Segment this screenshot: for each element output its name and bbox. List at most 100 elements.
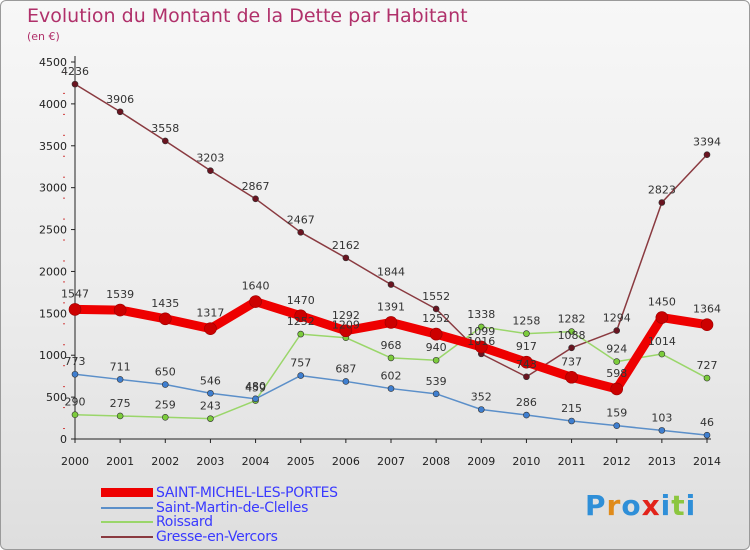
legend-swatch [101, 521, 153, 523]
series-point [113, 303, 127, 317]
series-point [655, 311, 669, 324]
data-label: 2467 [287, 213, 315, 226]
series-point [523, 330, 530, 337]
logo-letter: i [685, 489, 697, 522]
legend-label: Gresse-en-Vercors [156, 528, 278, 545]
legend-swatch [101, 535, 153, 538]
legend-swatch [101, 488, 153, 497]
series-point [568, 328, 575, 335]
series-point [252, 195, 259, 203]
proxiti-logo: Proxiti [585, 489, 696, 522]
logo-letter: P [585, 489, 607, 522]
series-point [71, 370, 79, 378]
data-label: 275 [110, 397, 131, 410]
series-point [161, 137, 169, 145]
data-label: 1099 [467, 325, 495, 338]
data-label: 286 [516, 396, 537, 409]
logo-letter: x [641, 489, 661, 522]
series-point [429, 327, 443, 341]
x-tick-label: 2007 [377, 455, 405, 468]
data-label: 1258 [512, 315, 540, 328]
data-label: 727 [697, 359, 718, 372]
data-label: 1338 [467, 308, 495, 321]
series-point [610, 382, 624, 396]
series-point [523, 373, 530, 381]
y-tick-label: 4000 [39, 98, 67, 111]
x-tick-label: 2002 [151, 455, 179, 468]
data-label: 3394 [693, 136, 721, 149]
series-point [116, 412, 124, 420]
data-label: 1539 [106, 288, 134, 301]
x-tick-label: 2005 [287, 455, 315, 468]
series-point [158, 312, 172, 326]
y-tick-label: 3500 [39, 140, 67, 153]
x-tick-label: 2001 [106, 455, 134, 468]
legend-item: Saint-Martin-de-Clelles [101, 500, 421, 517]
series-point [252, 395, 259, 403]
data-label: 1209 [332, 319, 360, 332]
data-label: 4236 [61, 65, 89, 78]
x-tick-label: 2011 [558, 455, 586, 468]
data-label: 2867 [242, 180, 270, 193]
series-point [297, 229, 305, 236]
series-point [71, 411, 79, 419]
x-tick-label: 2014 [693, 455, 721, 468]
data-label: 968 [381, 339, 402, 352]
series-point [207, 167, 214, 174]
series-point [68, 303, 82, 316]
series-point [387, 281, 395, 288]
series-point [658, 350, 666, 358]
series-point [658, 199, 666, 206]
data-label: 737 [561, 355, 582, 368]
data-label: 602 [381, 370, 402, 383]
series-point [432, 356, 440, 364]
series-point [387, 385, 395, 392]
series-point [703, 151, 711, 158]
legend-item: SAINT-MICHEL-LES-PORTES [101, 485, 421, 502]
data-label: 1292 [332, 309, 360, 322]
chart-title: Evolution du Montant de la Dette par Hab… [27, 5, 468, 27]
data-label: 259 [155, 398, 176, 411]
data-label: 1391 [377, 300, 405, 313]
data-label: 3906 [106, 93, 134, 106]
data-label: 1294 [603, 312, 631, 325]
series-point [384, 316, 398, 329]
series-point [658, 427, 666, 434]
series-point [703, 431, 711, 439]
data-label: 743 [516, 358, 537, 371]
data-label: 1252 [287, 315, 315, 328]
series-point [474, 340, 488, 354]
series-point [297, 330, 305, 338]
y-tick-label: 4500 [39, 56, 67, 69]
y-tick-label: 1500 [39, 307, 67, 320]
data-label: 290 [65, 396, 86, 409]
series-point [523, 411, 530, 419]
y-tick-label: 0 [60, 433, 67, 446]
series-point [387, 354, 395, 362]
series-point [207, 415, 214, 422]
data-label: 352 [471, 391, 492, 404]
data-label: 711 [110, 360, 131, 373]
data-label: 243 [200, 400, 221, 413]
logo-letter: r [606, 489, 622, 522]
x-tick-label: 2003 [196, 455, 224, 468]
series-point [116, 376, 124, 383]
series-point [613, 327, 621, 334]
data-label: 1364 [693, 303, 721, 316]
series-point [477, 406, 485, 413]
series-point [568, 417, 575, 425]
logo-letter: o [621, 489, 642, 522]
series-point [71, 80, 79, 88]
chart-subtitle: (en €) [27, 30, 60, 43]
series-point [520, 355, 533, 369]
series-point [297, 372, 305, 379]
data-label: 215 [561, 402, 582, 415]
y-tick-label: 1000 [39, 349, 67, 362]
data-label: 773 [65, 355, 86, 368]
series-point [565, 370, 578, 384]
y-tick-label: 3000 [39, 182, 67, 195]
series-point [477, 323, 485, 331]
series-point [568, 344, 575, 352]
series-point [204, 322, 217, 335]
